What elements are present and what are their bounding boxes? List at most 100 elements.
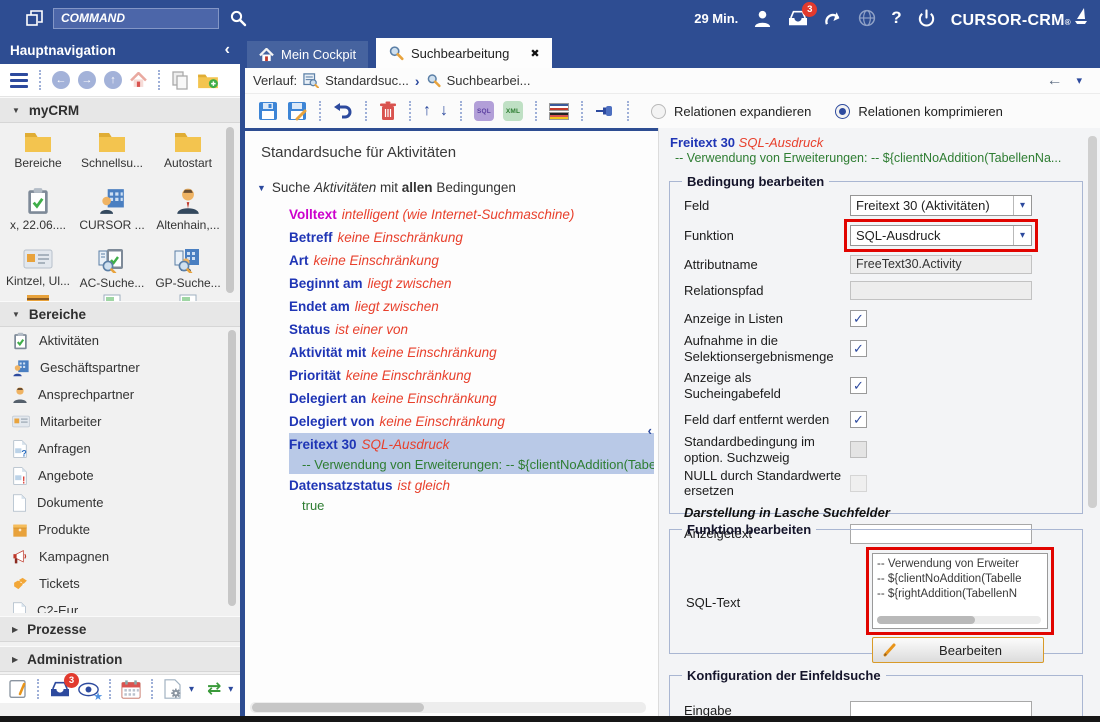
notes-edit-icon[interactable] — [8, 679, 27, 699]
shortcut-partial-2[interactable] — [76, 293, 148, 301]
sql-view-button[interactable]: SQL — [474, 101, 494, 121]
breadcrumb-item-1[interactable]: Standardsuc... — [325, 73, 409, 88]
shortcut-autostart[interactable]: Autostart — [152, 129, 224, 170]
tree-row-datensatzstatus[interactable]: Datensatzstatus ist gleich — [289, 478, 451, 493]
tree-row-delegiert-an[interactable]: Delegiert an keine Einschränkung — [289, 391, 497, 406]
web-globe-icon[interactable] — [858, 9, 876, 27]
calendar-icon[interactable] — [121, 679, 141, 699]
sidebar-item-produkte[interactable]: Produkte — [0, 516, 240, 543]
shortcut-bereiche[interactable]: Bereiche — [2, 129, 74, 170]
xml-view-button[interactable]: XML — [503, 101, 523, 121]
chevron-down-icon[interactable]: ▾ — [228, 683, 234, 695]
sql-text-field[interactable]: -- Verwendung von Erweiter -- ${clientNo… — [866, 547, 1054, 635]
bearbeiten-button[interactable]: Bearbeiten — [872, 637, 1044, 663]
move-down-button[interactable]: ↓ — [440, 102, 448, 119]
sync-icon[interactable]: ⇄ — [207, 679, 222, 698]
tree-row-delegiert-von[interactable]: Delegiert von keine Einschränkung — [289, 414, 505, 429]
windows-icon[interactable] — [26, 9, 43, 27]
radio-relationen-expandieren[interactable] — [651, 103, 666, 119]
shortcut-partial-3[interactable] — [152, 293, 224, 301]
section-mycrm[interactable]: ▼ myCRM — [0, 97, 240, 123]
new-folder-icon[interactable] — [197, 71, 219, 89]
tree-row-status[interactable]: Status ist einer von — [289, 322, 409, 337]
checkbox-anzeige-in-listen[interactable]: ✓ — [850, 310, 867, 327]
tree-row-volltext[interactable]: Volltext intelligent (wie Internet-Suchma… — [289, 207, 575, 222]
sidebar-item-dokumente[interactable]: Dokumente — [0, 489, 240, 516]
scrollbar-thumb[interactable] — [252, 703, 424, 712]
checkbox-aufnahme-selektion[interactable]: ✓ — [850, 340, 867, 358]
sidebar-item-aktivitaeten[interactable]: Aktivitäten — [0, 327, 240, 354]
mycrm-scrollbar[interactable] — [226, 127, 234, 293]
chevron-down-icon[interactable]: ▾ — [1013, 226, 1031, 245]
tree-row-art[interactable]: Art keine Einschränkung — [289, 253, 439, 268]
sidebar-item-angebote[interactable]: ! Angebote — [0, 462, 240, 489]
shortcut-schnellsuche[interactable]: Schnellsu... — [76, 129, 148, 170]
shortcut-gp-suche[interactable]: GP-Suche... — [152, 247, 224, 290]
tree-row-freitext30-selected[interactable]: Freitext 30 SQL-Ausdruck -- Verwendung vo… — [289, 433, 654, 474]
document-settings-icon[interactable] — [163, 679, 182, 699]
save-button[interactable] — [258, 101, 278, 121]
bereiche-scrollbar[interactable] — [228, 330, 236, 606]
pin-button[interactable] — [595, 104, 615, 118]
section-bereiche[interactable]: ▼ Bereiche — [0, 301, 240, 327]
help-icon[interactable]: ? — [891, 8, 902, 27]
shortcut-cursor[interactable]: CURSOR ... — [76, 187, 148, 232]
history-dropdown-icon[interactable]: ▾ — [1076, 75, 1082, 87]
section-administration[interactable]: ▶ Administration — [0, 646, 240, 672]
history-back-icon[interactable]: ← — [1046, 71, 1063, 89]
logout-power-icon[interactable] — [917, 8, 936, 28]
nav-up-button[interactable]: ↑ — [104, 71, 122, 89]
checkbox-feld-entfernt[interactable]: ✓ — [850, 411, 867, 429]
tab-mein-cockpit[interactable]: Mein Cockpit — [247, 41, 369, 68]
nav-home-button[interactable] — [130, 72, 147, 88]
undo-button[interactable] — [333, 102, 353, 120]
user-icon[interactable] — [753, 9, 772, 28]
shortcut-activity[interactable]: x, 22.06.... — [2, 187, 74, 232]
nav-forward-button[interactable]: → — [78, 71, 96, 89]
radio-relationen-komprimieren[interactable] — [835, 103, 851, 119]
chevron-down-icon[interactable]: ▾ — [189, 683, 195, 695]
detail-vertical-scrollbar[interactable] — [1088, 136, 1097, 508]
collapse-panel-icon[interactable]: ‹ — [647, 423, 652, 438]
sidebar-item-mitarbeiter[interactable]: Mitarbeiter — [0, 408, 240, 435]
language-flags-button[interactable] — [549, 102, 569, 120]
command-input[interactable] — [53, 7, 219, 29]
copy-icon[interactable] — [171, 70, 189, 90]
close-icon[interactable]: ✖ — [530, 47, 540, 60]
breadcrumb-item-2[interactable]: Suchbearbei... — [446, 73, 531, 88]
shortcut-partial-1[interactable] — [2, 293, 74, 301]
redo-icon[interactable] — [824, 10, 843, 27]
sidebar-item-anfragen[interactable]: ? Anfragen — [0, 435, 240, 462]
sql-horizontal-scrollbar[interactable] — [877, 616, 1041, 624]
tree-row-beginnt-am[interactable]: Beginnt am liegt zwischen — [289, 276, 452, 291]
notifications-tray-icon[interactable]: 3 — [787, 2, 818, 27]
tree-root-node[interactable]: ▼ Suche Aktivitäten mit allen Bedingunge… — [257, 180, 516, 195]
tab-suchbearbeitung[interactable]: Suchbearbeitung ✖ — [376, 38, 552, 68]
sidebar-item-kampagnen[interactable]: Kampagnen — [0, 543, 240, 570]
anzeigetext-input[interactable] — [850, 524, 1032, 544]
funktion-select[interactable]: SQL-Ausdruck ▾ — [844, 219, 1038, 252]
watchlist-eye-icon[interactable]: ★ — [78, 682, 103, 703]
chevron-down-icon[interactable]: ▾ — [1013, 196, 1031, 215]
shortcut-altenhain[interactable]: Altenhain,... — [152, 187, 224, 232]
nav-back-button[interactable]: ← — [52, 71, 70, 89]
sidebar-item-geschaeftspartner[interactable]: Geschäftspartner — [0, 354, 240, 381]
shortcut-kintzel[interactable]: Kintzel, Ul... — [2, 247, 74, 288]
checkbox-standardbedingung[interactable] — [850, 441, 867, 459]
feld-select[interactable]: Freitext 30 (Aktivitäten) ▾ — [850, 195, 1032, 216]
shortcut-ac-suche[interactable]: AC-Suche... — [76, 247, 148, 290]
save-as-button[interactable] — [287, 101, 307, 121]
tree-row-endet-am[interactable]: Endet am liegt zwischen — [289, 299, 439, 314]
tree-row-aktivitaet-mit[interactable]: Aktivität mit keine Einschränkung — [289, 345, 497, 360]
sidebar-item-ansprechpartner[interactable]: Ansprechpartner — [0, 381, 240, 408]
checkbox-anzeige-sucheingabefeld[interactable]: ✓ — [850, 377, 867, 395]
scrollbar-thumb[interactable] — [877, 616, 975, 624]
section-prozesse[interactable]: ▶ Prozesse — [0, 616, 240, 642]
delete-button[interactable] — [379, 101, 397, 121]
menu-icon[interactable] — [10, 72, 28, 88]
tree-horizontal-scrollbar[interactable] — [250, 702, 646, 713]
search-icon[interactable] — [229, 9, 247, 27]
collapse-sidebar-icon[interactable]: ‹ — [224, 41, 230, 58]
sidebar-item-tickets[interactable]: Tickets — [0, 570, 240, 597]
sidebar-item-c2[interactable]: C2-Eur... — [0, 597, 240, 613]
